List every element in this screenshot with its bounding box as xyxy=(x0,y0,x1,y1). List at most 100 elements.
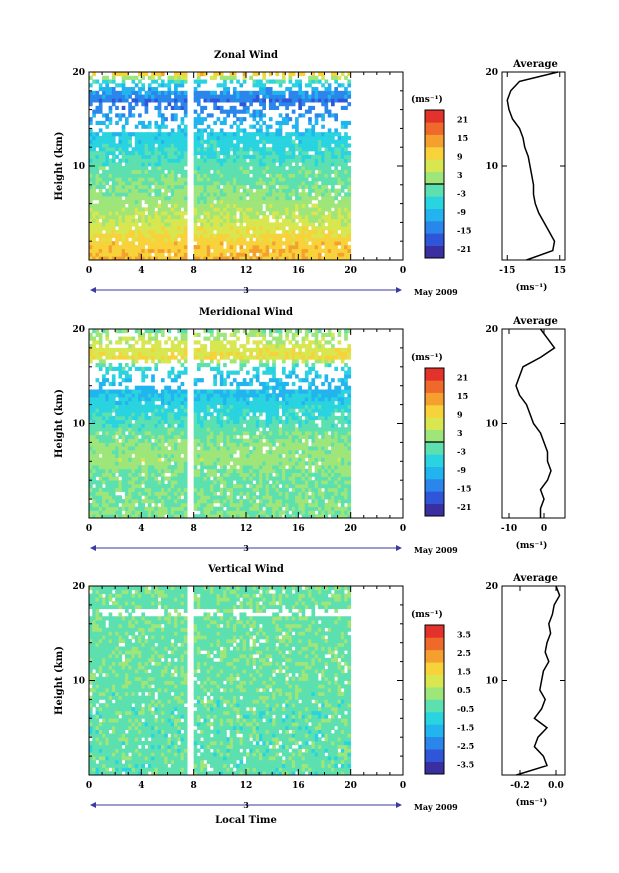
heatmap-cell xyxy=(246,233,250,238)
heatmap-cell xyxy=(219,491,224,496)
heatmap-cell xyxy=(124,438,129,443)
heatmap-cell xyxy=(167,506,172,511)
heatmap-cell xyxy=(105,181,110,186)
heatmap-cell xyxy=(180,431,185,436)
heatmap-cell xyxy=(118,453,123,458)
heatmap-cell xyxy=(324,166,329,171)
heatmap-cell xyxy=(229,158,234,163)
heatmap-cell xyxy=(337,83,342,88)
heatmap-cell xyxy=(334,150,338,156)
heatmap-cell xyxy=(128,453,132,458)
heatmap-cell xyxy=(154,79,159,84)
heatmap-cell xyxy=(196,214,201,220)
heatmap-cell xyxy=(288,222,293,227)
heatmap-cell xyxy=(111,226,116,231)
heatmap-cell xyxy=(124,453,129,458)
heatmap-cell xyxy=(226,143,231,148)
heatmap-cell xyxy=(164,248,168,253)
heatmap-cell xyxy=(131,132,136,137)
heatmap-cell xyxy=(128,181,132,186)
heatmap-cell xyxy=(131,177,136,182)
heatmap-cell xyxy=(295,177,299,182)
heatmap-cell xyxy=(89,241,93,246)
heatmap-cell xyxy=(219,244,224,250)
heatmap-cell xyxy=(340,124,345,129)
heatmap-cell xyxy=(131,472,136,477)
heatmap-cell xyxy=(180,241,185,246)
heatmap-cell xyxy=(160,72,165,77)
heatmap-cell xyxy=(216,237,221,242)
heatmap-cell xyxy=(121,226,126,231)
heatmap-cell xyxy=(134,184,139,189)
heatmap-cell xyxy=(239,90,244,95)
heatmap-cell xyxy=(304,150,309,156)
heatmap-cell xyxy=(164,355,168,360)
heatmap-cell xyxy=(285,113,289,118)
heatmap-cell xyxy=(219,105,224,110)
heatmap-cell xyxy=(216,400,221,405)
heatmap-cell xyxy=(334,154,338,159)
heatmap-cell xyxy=(108,351,113,356)
heatmap-cell xyxy=(278,233,283,238)
heatmap-cell xyxy=(141,87,145,92)
heatmap-cell xyxy=(193,184,198,189)
heatmap-cell xyxy=(98,476,103,481)
heatmap-cell xyxy=(147,135,152,141)
heatmap-cell xyxy=(272,154,276,159)
heatmap-cell xyxy=(121,169,126,174)
heatmap-cell xyxy=(141,465,145,470)
heatmap-cell xyxy=(174,510,178,515)
heatmap-cell xyxy=(141,150,145,156)
heatmap-cell xyxy=(236,188,240,193)
heatmap-cell xyxy=(92,252,96,257)
heatmap-cell xyxy=(196,434,201,440)
heatmap-cell xyxy=(92,218,96,223)
heatmap-cell xyxy=(92,442,96,447)
heatmap-cell xyxy=(317,226,322,231)
heatmap-cell xyxy=(226,158,231,163)
heatmap-cell xyxy=(89,487,93,492)
heatmap-cell xyxy=(105,457,110,462)
heatmap-cell xyxy=(102,98,106,103)
heatmap-cell xyxy=(200,344,204,349)
heatmap-cell xyxy=(223,94,227,99)
heatmap-cell xyxy=(183,113,188,118)
heatmap-cell xyxy=(180,139,185,144)
heatmap-cell xyxy=(154,438,159,443)
heatmap-cell xyxy=(92,98,96,103)
heatmap-cell xyxy=(151,483,155,489)
heatmap-cell xyxy=(216,483,221,489)
heatmap-cell xyxy=(157,150,162,156)
colorbar-swatch xyxy=(425,196,444,209)
heatmap-cell xyxy=(213,98,217,103)
heatmap-cell xyxy=(141,476,145,481)
heatmap-cell xyxy=(226,222,231,227)
heatmap-cell xyxy=(223,117,227,122)
heatmap-cell xyxy=(229,510,234,515)
heatmap-cell xyxy=(167,499,172,504)
heatmap-cell xyxy=(249,113,253,118)
heatmap-cell xyxy=(147,214,152,220)
heatmap-cell xyxy=(160,400,165,405)
heatmap-cell xyxy=(144,169,149,174)
heatmap-cell xyxy=(121,351,126,356)
heatmap-cell xyxy=(216,419,221,424)
heatmap-cell xyxy=(331,169,335,174)
heatmap-cell xyxy=(144,389,149,394)
heatmap-cell xyxy=(180,143,185,148)
heatmap-cell xyxy=(180,229,185,235)
heatmap-cell xyxy=(108,150,113,156)
heatmap-cell xyxy=(239,192,244,197)
heatmap-cell xyxy=(268,196,273,201)
heatmap-cell xyxy=(170,207,175,212)
heatmap-cell xyxy=(102,491,106,496)
heatmap-cell xyxy=(157,166,162,171)
heatmap-cell xyxy=(327,226,332,231)
heatmap-cell xyxy=(134,408,139,413)
heatmap-cell xyxy=(223,487,227,492)
heatmap-cell xyxy=(170,237,175,242)
heatmap-cell xyxy=(213,75,217,80)
heatmap-cell xyxy=(275,94,280,99)
heatmap-cell xyxy=(121,502,126,508)
heatmap-cell xyxy=(121,94,126,99)
